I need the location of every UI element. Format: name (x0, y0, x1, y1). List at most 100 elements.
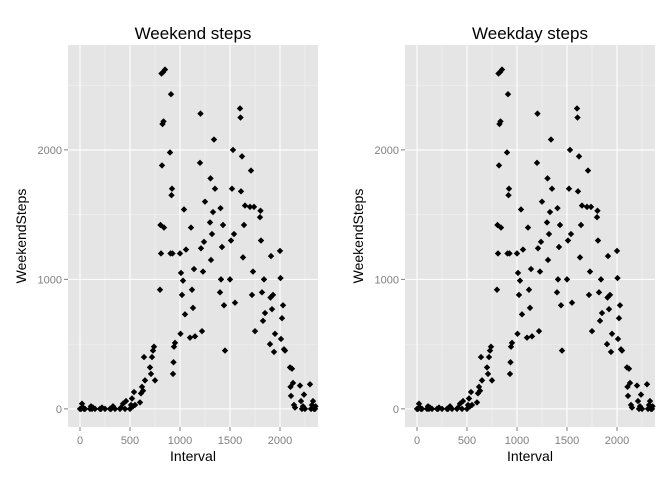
data-point (536, 268, 544, 275)
data-point (574, 114, 581, 121)
x-tick-label: 500 (458, 435, 476, 447)
data-point (566, 146, 574, 154)
data-point (614, 274, 621, 282)
data-point (128, 395, 136, 402)
data-point (269, 291, 277, 299)
data-point (140, 353, 148, 361)
minor-gridlines (68, 45, 318, 427)
data-point (101, 405, 109, 413)
data-point (567, 230, 575, 238)
data-point (248, 291, 256, 299)
data-point (564, 237, 572, 244)
data-point (516, 277, 524, 284)
data-point (628, 404, 636, 411)
data-point (537, 238, 545, 246)
data-points (413, 66, 656, 413)
data-point (300, 391, 308, 398)
data-point (546, 208, 554, 216)
data-point (291, 404, 299, 411)
data-point (575, 153, 583, 160)
data-point (259, 317, 267, 325)
data-point (593, 214, 601, 221)
data-point (238, 153, 246, 160)
panel-background (68, 45, 318, 427)
data-point (554, 204, 561, 212)
data-point (312, 403, 319, 410)
data-point (576, 254, 584, 261)
data-point (148, 353, 156, 361)
y-axis-ticks: 0 1000 2000 (375, 145, 405, 416)
data-point (289, 379, 297, 387)
data-point (505, 192, 512, 199)
data-point (150, 343, 158, 350)
data-point (228, 185, 236, 192)
data-point (578, 202, 586, 209)
data-point (614, 335, 622, 343)
data-point (538, 198, 546, 205)
chart-title: Weekday steps (472, 24, 588, 43)
data-point (438, 405, 446, 413)
data-point (167, 91, 175, 98)
data-point (483, 364, 491, 371)
data-point (268, 305, 276, 313)
data-point (506, 370, 514, 378)
data-point (586, 268, 594, 275)
x-tick-label: 2000 (605, 435, 629, 447)
data-point (557, 302, 565, 309)
data-point (543, 219, 551, 226)
data-point (159, 120, 166, 128)
data-point (190, 265, 198, 273)
data-point (176, 250, 184, 257)
data-point (473, 399, 481, 406)
data-point (177, 269, 185, 277)
data-point (227, 237, 235, 244)
data-point (597, 276, 605, 283)
data-point (613, 247, 621, 255)
x-axis-ticks: 0 500 1000 1500 2000 (414, 427, 629, 447)
x-tick-label: 0 (414, 435, 420, 447)
y-axis-ticks: 0 1000 2000 (38, 145, 68, 416)
data-point (556, 221, 564, 229)
data-point (544, 175, 551, 182)
x-tick-label: 1000 (505, 435, 529, 447)
data-point (189, 304, 197, 312)
data-point (170, 359, 177, 366)
data-point (577, 221, 585, 229)
data-point (618, 347, 626, 354)
data-point (149, 347, 157, 354)
data-point (91, 405, 99, 413)
data-point (141, 377, 149, 384)
x-tick-label: 1000 (168, 435, 192, 447)
data-point (507, 359, 514, 366)
data-point (219, 221, 227, 229)
data-point (217, 204, 224, 212)
data-point (633, 382, 641, 389)
data-point (565, 185, 573, 192)
data-point (495, 162, 503, 169)
data-point (296, 382, 304, 389)
data-point (634, 397, 642, 405)
data-point (187, 224, 195, 231)
data-point (130, 388, 138, 396)
chart-weekend-steps: 0 500 1000 1500 2000 0 1000 2000 Weekend steps… (13, 24, 319, 464)
data-point (506, 250, 513, 257)
data-point (535, 327, 543, 335)
data-point (230, 230, 238, 238)
data-point (573, 105, 581, 112)
data-point (200, 238, 208, 246)
data-point (518, 311, 526, 318)
data-point (616, 302, 624, 309)
data-point (177, 330, 184, 337)
data-point (166, 149, 174, 156)
data-point (168, 192, 175, 199)
data-point (514, 269, 522, 277)
data-point (171, 339, 179, 347)
data-point (603, 340, 611, 348)
data-point (643, 381, 651, 388)
y-tick-label: 1000 (38, 274, 62, 286)
data-point (574, 188, 582, 195)
data-point (257, 207, 264, 214)
data-point (287, 392, 295, 400)
data-point (465, 395, 473, 402)
